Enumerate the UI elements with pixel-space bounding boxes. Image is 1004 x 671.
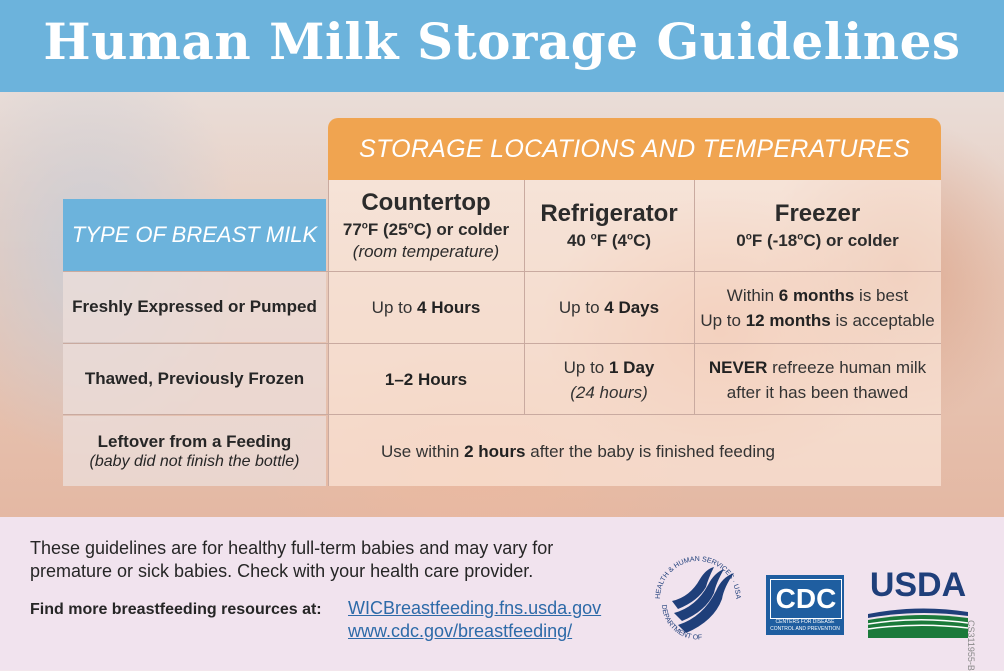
grid-line	[63, 271, 941, 272]
row-label: Freshly Expressed or Pumped	[72, 297, 317, 316]
disclaimer-text: These guidelines are for healthy full-te…	[30, 538, 554, 581]
cell-fresh-refrigerator: Up to 4 Days	[558, 298, 660, 317]
storage-locations-header: STORAGE LOCATIONS AND TEMPERATURES	[328, 118, 941, 180]
row-header-freshly-expressed: Freshly Expressed or Pumped	[63, 272, 326, 342]
cdc-logo: CDC CENTERS FOR DISEASE CONTROL AND PREV…	[766, 575, 844, 635]
grid-line	[694, 180, 695, 415]
column-header-countertop: Countertop 77oF (25oC) or colder (room t…	[328, 180, 524, 271]
column-name: Refrigerator	[540, 200, 678, 227]
type-of-milk-header: TYPE OF BREAST MILK	[63, 199, 326, 271]
grid-line	[524, 180, 525, 415]
cell-thawed-refrigerator: Up to 1 Day (24 hours)	[563, 357, 655, 402]
usda-logo: USDA	[868, 566, 968, 638]
link-cdc-breastfeeding[interactable]: www.cdc.gov/breastfeeding/	[348, 621, 573, 641]
cell-thawed-freezer: NEVER refreeze human milk after it has b…	[708, 357, 927, 402]
row-header-leftover: Leftover from a Feeding (baby did not fi…	[63, 416, 326, 486]
storage-locations-title: STORAGE LOCATIONS AND TEMPERATURES	[358, 135, 911, 163]
grid-line	[63, 414, 941, 415]
page-header: Human Milk Storage Guidelines	[0, 0, 1004, 92]
column-name: Countertop	[361, 189, 491, 216]
grid-line	[328, 180, 329, 486]
column-temperature: 0oF (-18oC) or colder	[736, 231, 899, 250]
row-header-thawed: Thawed, Previously Frozen	[63, 344, 326, 414]
storage-table	[328, 180, 941, 486]
column-temperature: 77oF (25oC) or colder	[342, 220, 510, 239]
eagle-icon	[678, 573, 734, 633]
link-wic-breastfeeding[interactable]: WICBreastfeeding.fns.usda.gov	[348, 598, 602, 618]
cell-fresh-countertop: Up to 4 Hours	[371, 298, 481, 317]
column-header-refrigerator: Refrigerator 40 oF (4oC)	[524, 180, 694, 271]
cell-leftover-all: Use within 2 hours after the baby is fin…	[380, 441, 776, 461]
usda-field-icon	[868, 608, 968, 638]
column-note: (room temperature)	[352, 242, 500, 261]
row-note: (baby did not finish the bottle)	[89, 452, 300, 470]
grid-line	[63, 343, 941, 344]
row-label: Leftover from a Feeding	[97, 431, 292, 451]
cdc-mark: CDC	[770, 579, 842, 619]
cell-fresh-freezer: Within 6 months is best Up to 12 months …	[700, 285, 935, 330]
hhs-logo: HEALTH & HUMAN SERVICES · USA DEPARTMENT…	[655, 556, 741, 642]
column-temperature: 40 oF (4oC)	[566, 231, 652, 250]
cell-thawed-countertop: 1–2 Hours	[384, 370, 468, 389]
usda-wordmark: USDA	[869, 566, 967, 604]
row-label: Thawed, Previously Frozen	[84, 369, 305, 388]
page-title: Human Milk Storage Guidelines	[43, 12, 961, 71]
column-header-freezer: Freezer 0oF (-18oC) or colder	[694, 180, 941, 271]
column-name: Freezer	[774, 200, 861, 227]
cdc-tagline: CENTERS FOR DISEASE CONTROL AND PREVENTI…	[770, 619, 840, 632]
resources-label: Find more breastfeeding resources at:	[30, 601, 322, 618]
